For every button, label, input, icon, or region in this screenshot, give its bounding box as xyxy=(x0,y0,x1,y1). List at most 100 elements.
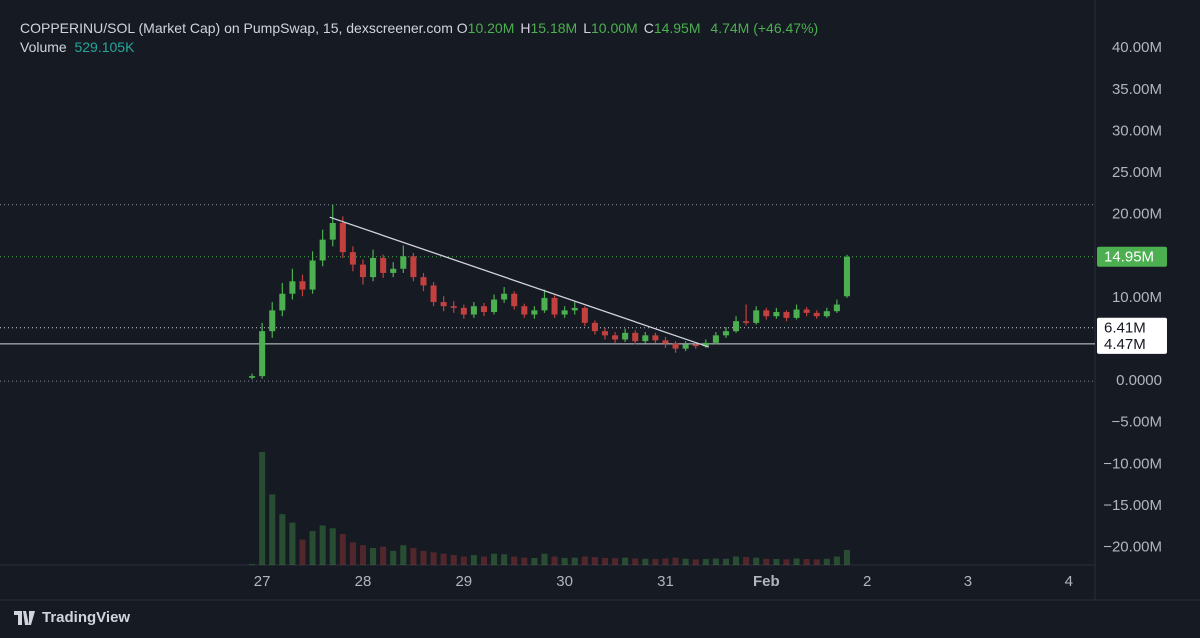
volume-bar xyxy=(561,557,568,565)
candle-body xyxy=(733,321,740,332)
volume-bar xyxy=(823,558,830,565)
x-tick-label: 31 xyxy=(657,573,674,590)
volume-bar xyxy=(601,557,608,565)
volume-bar xyxy=(793,558,800,565)
volume-bar xyxy=(370,548,377,565)
candle-body xyxy=(430,285,437,303)
volume-bar xyxy=(753,557,760,565)
candle-body xyxy=(370,257,377,278)
candle-body xyxy=(652,335,659,341)
volume-bar xyxy=(662,558,669,565)
volume-bar xyxy=(319,525,326,565)
symbol-title: COPPERINU/SOL (Market Cap) on PumpSwap, … xyxy=(20,20,453,36)
volume-bar xyxy=(733,556,740,565)
candle-body xyxy=(511,293,518,307)
volume-bar xyxy=(259,452,266,565)
ohlc-value: 10.00M xyxy=(590,20,638,36)
volume-bar xyxy=(279,514,286,565)
legend-row: COPPERINU/SOL (Market Cap) on PumpSwap, … xyxy=(20,19,818,38)
y-tick-label: −5.00M xyxy=(1112,414,1162,431)
candle-body xyxy=(561,310,568,315)
candle-body xyxy=(833,304,840,312)
volume-bar xyxy=(380,546,387,565)
price-label-box xyxy=(1097,246,1167,267)
volume-bar xyxy=(309,531,316,565)
x-tick-label: 4 xyxy=(1065,573,1073,590)
candle-body xyxy=(783,312,790,318)
volume-bar xyxy=(712,558,719,565)
candle-body xyxy=(289,281,296,294)
candle-body xyxy=(551,297,558,315)
brand: TradingView xyxy=(42,609,131,626)
candle-body xyxy=(339,223,346,253)
candle-body xyxy=(662,340,669,344)
volume-bar xyxy=(591,557,598,565)
volume-label: Volume xyxy=(20,39,67,55)
candle-body xyxy=(712,335,719,343)
y-tick-label: 10.00M xyxy=(1112,289,1162,306)
candle-body xyxy=(410,256,417,278)
x-tick-label: 3 xyxy=(964,573,972,590)
x-tick-label: 27 xyxy=(254,573,271,590)
volume-bar xyxy=(299,539,306,565)
logo xyxy=(14,610,35,625)
volume-bar xyxy=(622,557,629,565)
volume-bar xyxy=(612,558,619,565)
candle-body xyxy=(591,322,598,332)
volume-bar xyxy=(632,558,639,565)
volume-bar xyxy=(440,553,447,565)
volume-bar xyxy=(743,557,750,565)
y-tick-label: 20.00M xyxy=(1112,206,1162,223)
volume-bar xyxy=(501,554,508,565)
candle-body xyxy=(813,312,820,317)
candle-body xyxy=(359,264,367,278)
candle-body xyxy=(763,310,770,317)
volume-bar xyxy=(652,559,659,565)
candle-body xyxy=(632,332,639,342)
candle-body xyxy=(279,293,286,311)
candle-body xyxy=(722,331,729,336)
candle-body xyxy=(420,277,427,286)
ohlc-value: 15.18M xyxy=(530,20,578,36)
x-tick-label: 30 xyxy=(556,573,573,590)
footer: TradingView xyxy=(14,609,130,626)
ohlc-label: C xyxy=(643,20,654,36)
ohlc-value: 14.95M xyxy=(653,20,701,36)
volume-value: 529.105K xyxy=(74,39,135,55)
y-tick-label: −20.00M xyxy=(1103,538,1162,555)
x-tick-label: Feb xyxy=(753,573,780,590)
ohlc-label: L xyxy=(583,20,591,36)
candle-body xyxy=(702,342,709,347)
volume-bar xyxy=(702,559,709,565)
candle-body xyxy=(642,335,649,342)
volume-bar xyxy=(541,553,548,565)
candle-body xyxy=(390,268,397,273)
volume-bar xyxy=(470,555,477,565)
y-tick-label: 25.00M xyxy=(1112,164,1162,181)
candle-body xyxy=(571,307,578,311)
y-tick-label: −10.00M xyxy=(1103,455,1162,472)
volume-bar xyxy=(763,558,770,565)
candle-body xyxy=(521,306,528,315)
candle-body xyxy=(682,344,689,349)
candle-body xyxy=(309,260,316,290)
x-tick-label: 2 xyxy=(863,573,871,590)
volume-bar xyxy=(521,557,528,565)
volume-bar xyxy=(722,558,729,565)
y-tick-label: −15.00M xyxy=(1103,497,1162,514)
price-label-box xyxy=(1097,317,1167,338)
candle-body xyxy=(480,306,488,313)
volume-bar xyxy=(672,557,679,565)
volume-bar xyxy=(249,564,256,565)
candle-body xyxy=(440,302,447,307)
candle-body xyxy=(531,310,538,315)
candle-body xyxy=(803,309,810,313)
volume-bar xyxy=(783,559,790,565)
volume-bar xyxy=(480,556,488,565)
candle-body xyxy=(581,307,588,323)
volume-bar xyxy=(420,550,427,565)
candle-body xyxy=(622,332,629,340)
ohlc: O10.20M H15.18M L10.00M C14.95M xyxy=(457,20,707,36)
legend: COPPERINU/SOL (Market Cap) on PumpSwap, … xyxy=(20,19,818,57)
